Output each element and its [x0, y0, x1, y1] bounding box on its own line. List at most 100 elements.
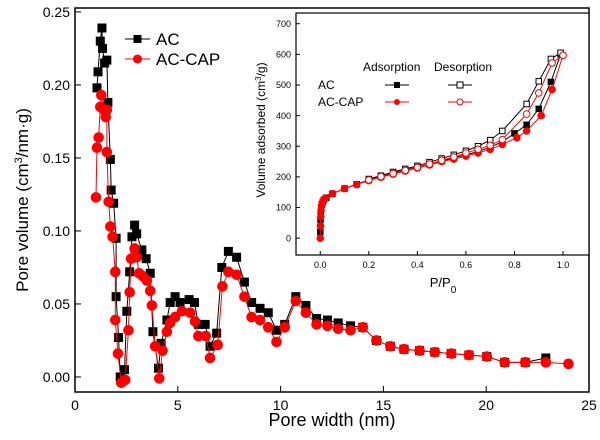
data-point	[184, 307, 196, 319]
inset-legend: Adsorption Desorption AC AC-CAP	[318, 60, 492, 109]
data-point	[161, 326, 173, 337]
data-point	[93, 132, 104, 143]
data-point	[157, 345, 168, 356]
data-point	[93, 67, 103, 77]
data-point	[290, 295, 302, 307]
series-line-ac-cap-desorption	[368, 54, 564, 181]
data-point	[122, 306, 132, 316]
data-point	[437, 156, 446, 165]
y-tick-label: 400	[276, 111, 291, 121]
data-point	[124, 286, 135, 298]
main-legend: AC AC-CAP	[125, 30, 220, 69]
data-point	[540, 357, 552, 368]
inset-isotherm-chart: 0.0 0.2 0.4 0.6 0.8 1.0 0 100 200 300 400 500 600 700…	[254, 12, 590, 296]
data-point	[141, 254, 151, 264]
data-point	[513, 133, 521, 142]
data-point	[357, 322, 369, 333]
data-point	[559, 51, 567, 60]
y-tick-label: 300	[276, 141, 291, 151]
y-tick-label: 0.25	[43, 4, 70, 20]
data-point	[129, 243, 140, 254]
data-point	[263, 308, 273, 318]
data-point	[170, 292, 180, 302]
data-point	[101, 146, 113, 158]
y-tick-label: 600	[276, 50, 291, 60]
data-point	[463, 349, 475, 361]
y-tick-label: 0.10	[43, 223, 70, 239]
data-point	[548, 85, 556, 94]
data-point	[271, 336, 282, 348]
data-point	[262, 322, 274, 333]
y-tick-label: 0.20	[43, 77, 70, 93]
data-point	[120, 365, 130, 375]
data-point	[365, 176, 373, 184]
series-ac-cap	[90, 89, 574, 389]
data-point	[204, 352, 216, 364]
data-point	[109, 266, 121, 278]
legend-marker-ac	[133, 35, 142, 43]
data-point	[101, 104, 113, 116]
data-point	[141, 275, 153, 286]
data-point	[352, 180, 361, 189]
data-point	[97, 23, 107, 33]
inset-x-axis-label: P/P0	[430, 275, 457, 296]
data-point	[486, 141, 495, 150]
data-point	[429, 346, 441, 358]
legend-row-ac-cap: AC-CAP	[318, 95, 363, 109]
y-tick-label: 0.05	[43, 296, 70, 312]
data-point	[189, 297, 199, 307]
data-point	[239, 277, 249, 287]
data-point	[112, 348, 124, 359]
data-point	[91, 142, 103, 154]
x-tick-label: 0	[71, 397, 79, 413]
data-point	[332, 323, 344, 335]
data-point	[119, 374, 131, 386]
data-point	[413, 163, 422, 172]
data-point	[96, 89, 107, 101]
data-point	[316, 222, 325, 230]
legend-row-ac: AC	[318, 78, 335, 92]
data-point	[130, 220, 140, 230]
data-point	[92, 83, 102, 93]
data-point	[300, 307, 312, 319]
x-tick-label: 15	[376, 397, 392, 413]
legend-marker-ac-desorption	[456, 81, 464, 89]
y-tick-label: 700	[276, 19, 291, 29]
data-point	[175, 297, 185, 307]
x-tick-label: 5	[174, 397, 182, 413]
data-point	[519, 357, 531, 368]
data-point	[548, 59, 556, 67]
series-ac-cap-desorption	[365, 51, 567, 184]
data-point	[481, 351, 493, 362]
data-point	[322, 320, 333, 332]
data-point	[148, 327, 158, 337]
legend-marker-ac-cap-adsorption	[394, 99, 400, 105]
data-point	[523, 121, 530, 129]
data-point	[95, 36, 105, 46]
data-point	[114, 333, 124, 343]
data-point	[474, 145, 482, 154]
data-point	[169, 311, 181, 323]
x-tick-label: 25	[581, 397, 597, 413]
data-point	[401, 166, 410, 175]
y-tick-label: 0	[286, 233, 291, 243]
data-point	[425, 160, 434, 168]
legend-label-ac: AC	[156, 30, 180, 49]
x-tick-label: 0.4	[411, 260, 424, 270]
data-point	[131, 251, 142, 263]
legend-marker-ac-cap	[133, 54, 142, 64]
data-point	[98, 43, 108, 53]
data-point	[414, 345, 425, 356]
data-point	[279, 322, 291, 333]
x-tick-label: 1.0	[557, 260, 570, 270]
data-point	[217, 281, 228, 292]
data-point	[254, 314, 266, 326]
inset-y-axis-label: Volume adsorbed (cm3/g)	[254, 62, 269, 197]
data-point	[153, 373, 165, 384]
x-tick-label: 0.2	[363, 260, 376, 270]
data-point	[311, 319, 322, 330]
x-tick-label: 0.0	[314, 260, 327, 270]
legend-marker-ac-adsorption	[394, 82, 400, 88]
data-point	[200, 330, 212, 342]
legend-header-desorption: Desorption	[434, 60, 492, 74]
